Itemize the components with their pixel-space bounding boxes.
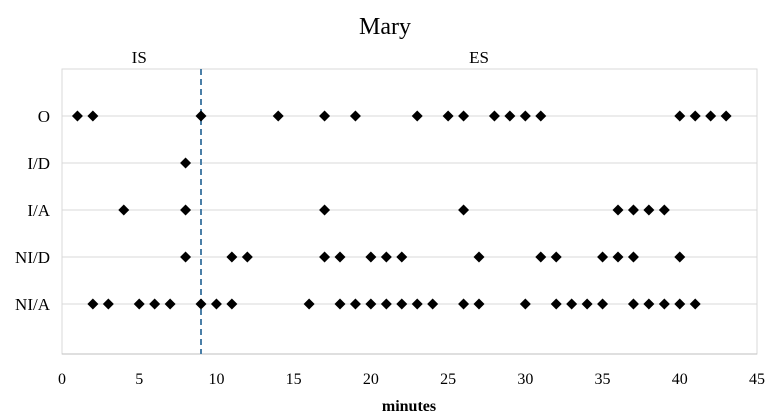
gridlines xyxy=(62,115,757,355)
data-point xyxy=(303,298,315,310)
x-tick-label: 45 xyxy=(749,371,765,388)
data-point xyxy=(581,298,593,310)
data-point xyxy=(349,110,361,122)
category-label: I/A xyxy=(27,201,50,220)
data-point xyxy=(396,251,408,263)
data-point xyxy=(118,204,130,216)
data-point xyxy=(180,251,192,263)
data-point xyxy=(319,204,331,216)
data-point xyxy=(643,298,655,310)
data-point xyxy=(133,298,145,310)
data-point xyxy=(627,251,639,263)
data-point xyxy=(550,251,562,263)
data-point xyxy=(519,110,531,122)
x-tick-label: 20 xyxy=(363,371,379,388)
x-tick-label: 15 xyxy=(286,371,302,388)
data-point xyxy=(627,204,639,216)
data-point xyxy=(380,251,392,263)
data-point xyxy=(380,298,392,310)
data-point xyxy=(674,298,686,310)
x-tick-label: 25 xyxy=(440,371,456,388)
category-label: O xyxy=(38,107,50,126)
data-point xyxy=(349,298,361,310)
data-point xyxy=(535,110,547,122)
data-point xyxy=(473,251,485,263)
data-point xyxy=(458,204,470,216)
x-tick-label: 0 xyxy=(58,371,66,388)
data-point xyxy=(195,298,207,310)
data-point xyxy=(319,251,331,263)
data-point xyxy=(102,298,114,310)
data-point xyxy=(597,251,609,263)
data-point xyxy=(473,298,485,310)
data-point xyxy=(365,251,377,263)
data-point xyxy=(164,298,176,310)
x-tick-label: 30 xyxy=(517,371,533,388)
data-point xyxy=(195,110,207,122)
region-labels: IS ES xyxy=(132,48,489,67)
data-point xyxy=(566,298,578,310)
data-point xyxy=(210,298,222,310)
category-label: NI/A xyxy=(15,295,51,314)
x-tick-label: 5 xyxy=(135,371,143,388)
data-point xyxy=(411,298,423,310)
data-point xyxy=(689,298,701,310)
data-point xyxy=(411,110,423,122)
data-point xyxy=(705,110,717,122)
data-point xyxy=(180,204,192,216)
data-point xyxy=(504,110,516,122)
data-point xyxy=(658,298,670,310)
x-tick-label: 35 xyxy=(595,371,611,388)
data-point xyxy=(334,298,346,310)
y-axis-category-labels: O I/D I/A NI/D NI/A xyxy=(15,107,51,314)
data-point xyxy=(612,204,624,216)
data-point xyxy=(458,298,470,310)
x-axis-tick-labels: 0 5 10 15 20 25 30 35 40 45 xyxy=(58,371,765,388)
data-point xyxy=(442,110,454,122)
data-point xyxy=(226,298,238,310)
data-point xyxy=(535,251,547,263)
category-label: I/D xyxy=(27,154,50,173)
data-point xyxy=(241,251,253,263)
category-label: NI/D xyxy=(15,248,50,267)
data-point xyxy=(365,298,377,310)
x-tick-label: 40 xyxy=(672,371,688,388)
data-point xyxy=(149,298,161,310)
data-point xyxy=(71,110,83,122)
data-point xyxy=(396,298,408,310)
data-point xyxy=(597,298,609,310)
data-point xyxy=(550,298,562,310)
region-label: ES xyxy=(469,48,489,67)
data-point xyxy=(689,110,701,122)
data-point xyxy=(488,110,500,122)
data-point xyxy=(658,204,670,216)
data-point xyxy=(226,251,238,263)
data-point xyxy=(519,298,531,310)
data-point xyxy=(674,110,686,122)
data-point xyxy=(674,251,686,263)
data-point xyxy=(180,157,192,169)
x-axis-label: minutes xyxy=(382,398,436,413)
region-label: IS xyxy=(132,48,147,67)
data-point xyxy=(319,110,331,122)
data-point xyxy=(272,110,284,122)
data-point xyxy=(427,298,439,310)
data-point xyxy=(334,251,346,263)
chart-title: Mary xyxy=(359,14,411,40)
data-point xyxy=(612,251,624,263)
data-point xyxy=(643,204,655,216)
data-point xyxy=(87,298,99,310)
data-point xyxy=(87,110,99,122)
x-tick-label: 10 xyxy=(208,371,224,388)
data-point xyxy=(627,298,639,310)
data-point xyxy=(458,110,470,122)
data-point xyxy=(720,110,732,122)
data-markers xyxy=(71,110,732,310)
